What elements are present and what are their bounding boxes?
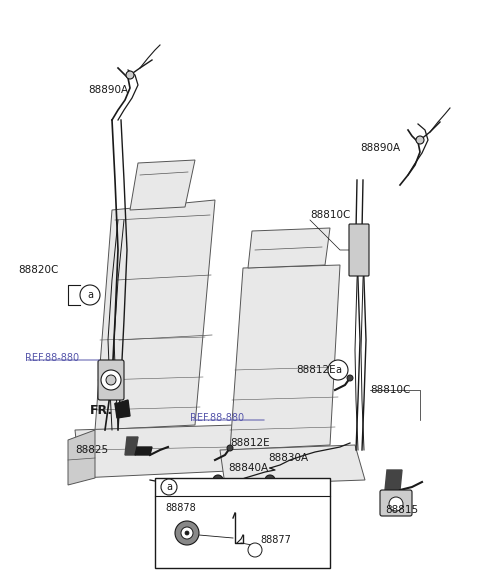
Text: 88825: 88825: [75, 445, 108, 455]
Circle shape: [126, 71, 134, 79]
Text: 88890A: 88890A: [88, 85, 128, 95]
Polygon shape: [230, 265, 340, 450]
Text: 88830A: 88830A: [268, 453, 308, 463]
Polygon shape: [68, 430, 95, 485]
Bar: [155, 478, 330, 568]
Circle shape: [328, 360, 348, 380]
Polygon shape: [385, 470, 402, 490]
Text: FR.: FR.: [90, 404, 113, 417]
Text: 88810C: 88810C: [310, 210, 350, 220]
Circle shape: [227, 445, 233, 451]
Text: REF.88-880: REF.88-880: [25, 353, 79, 363]
Polygon shape: [130, 160, 195, 210]
Text: 88812E: 88812E: [230, 438, 270, 448]
Polygon shape: [248, 228, 330, 268]
Text: 88815: 88815: [385, 505, 418, 515]
Text: REF.88-880: REF.88-880: [190, 413, 244, 423]
Polygon shape: [95, 200, 215, 430]
Circle shape: [80, 285, 100, 305]
Polygon shape: [75, 425, 250, 478]
FancyBboxPatch shape: [349, 224, 369, 276]
Text: a: a: [335, 365, 341, 375]
Text: a: a: [87, 290, 93, 300]
Text: 88890A: 88890A: [360, 143, 400, 153]
Text: 88812E: 88812E: [296, 365, 336, 375]
Circle shape: [161, 479, 177, 495]
FancyBboxPatch shape: [380, 490, 412, 516]
Circle shape: [213, 475, 223, 485]
Polygon shape: [220, 445, 365, 485]
Circle shape: [389, 497, 403, 511]
Circle shape: [106, 375, 116, 385]
Circle shape: [248, 543, 262, 557]
Circle shape: [416, 136, 424, 144]
Circle shape: [347, 375, 353, 381]
Polygon shape: [115, 400, 130, 418]
Text: 88877: 88877: [260, 535, 291, 545]
Text: 88878: 88878: [165, 503, 196, 513]
Circle shape: [185, 531, 189, 535]
Circle shape: [265, 475, 275, 485]
Text: 88840A: 88840A: [228, 463, 268, 473]
Text: a: a: [166, 482, 172, 492]
Polygon shape: [135, 447, 152, 455]
Circle shape: [181, 527, 193, 539]
Circle shape: [175, 521, 199, 545]
FancyBboxPatch shape: [98, 360, 124, 400]
Text: 88810C: 88810C: [370, 385, 410, 395]
Text: 88820C: 88820C: [18, 265, 59, 275]
Circle shape: [101, 370, 121, 390]
Polygon shape: [125, 437, 138, 455]
